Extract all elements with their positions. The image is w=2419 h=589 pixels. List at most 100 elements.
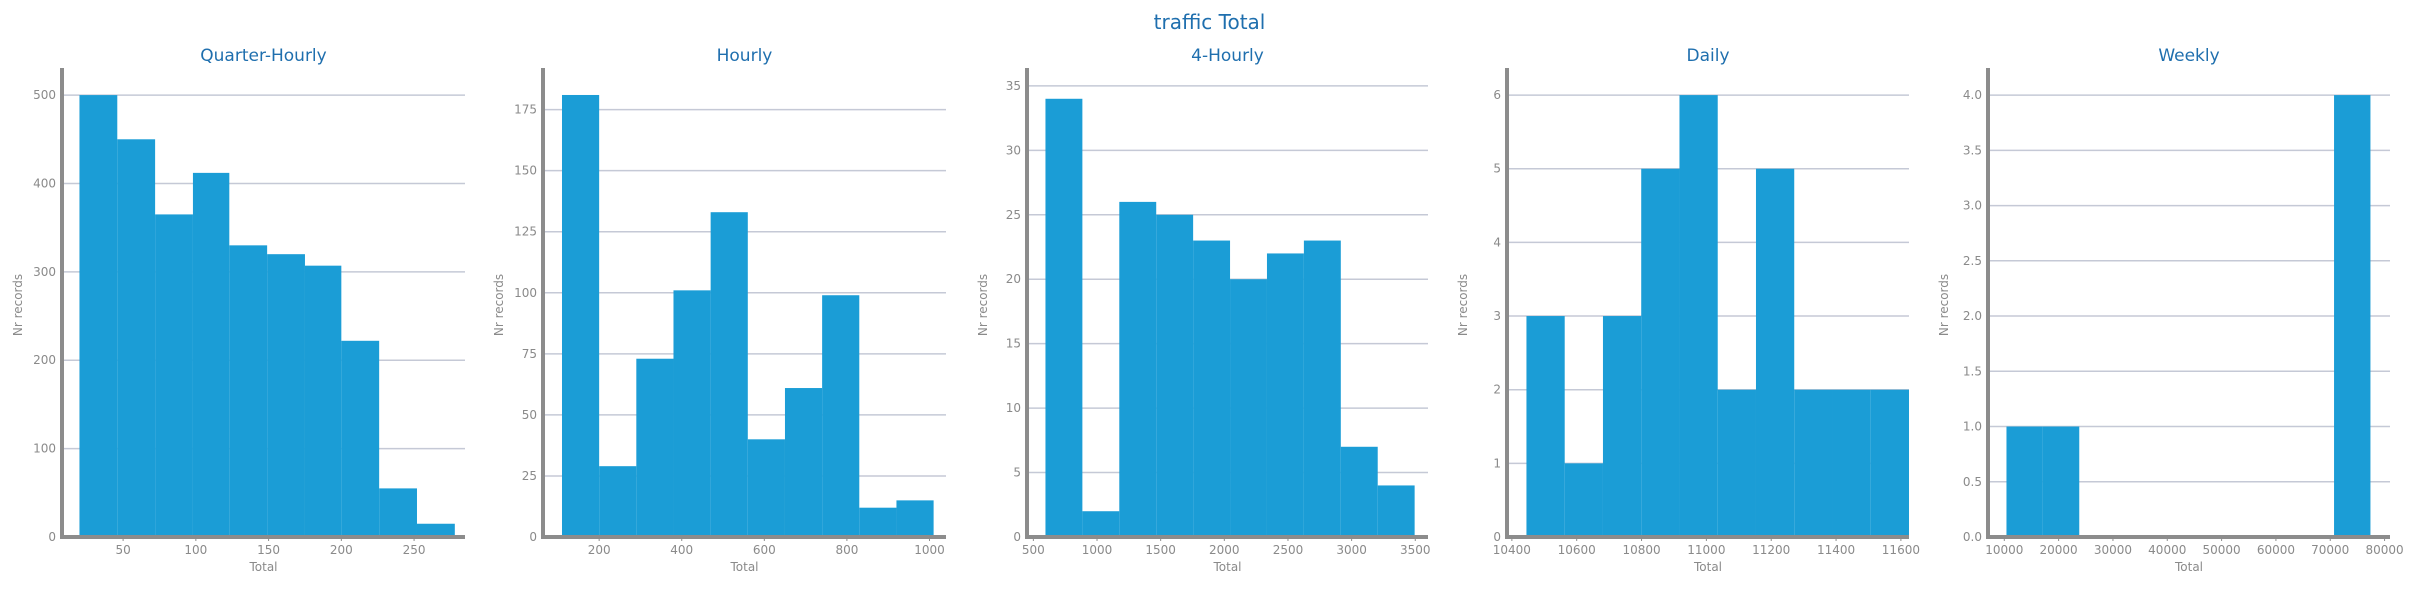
histogram-bar (2006, 426, 2043, 537)
y-tick-label: 300 (33, 265, 56, 279)
subplot-title: Quarter-Hourly (200, 46, 326, 66)
y-tick-label: 3 (1493, 309, 1501, 323)
x-axis-label: Total (248, 560, 277, 574)
x-axis-label: Total (729, 560, 758, 574)
histogram-bar (1230, 279, 1267, 537)
x-tick-label: 2000 (1209, 543, 1240, 557)
y-tick-label: 15 (1006, 337, 1021, 351)
y-tick-label: 175 (514, 103, 537, 117)
y-tick-label: 1.0 (1963, 420, 1982, 434)
histogram-bar (1045, 98, 1083, 538)
histogram-bar (636, 358, 674, 537)
y-tick-label: 4 (1493, 235, 1501, 249)
y-tick-label: 2 (1493, 383, 1501, 397)
figure-title: traffic Total (1153, 10, 1266, 34)
histogram-bar (2042, 426, 2080, 537)
y-tick-label: 25 (1006, 208, 1021, 222)
histogram-bar (859, 507, 897, 537)
x-tick-label: 500 (1022, 543, 1045, 557)
subplot-title: Daily (1686, 46, 1729, 66)
x-tick-label: 50000 (2203, 543, 2241, 557)
y-tick-label: 400 (33, 176, 56, 190)
y-tick-label: 5 (1013, 466, 1021, 480)
histogram-bar (1679, 95, 1718, 537)
y-tick-label: 5 (1493, 162, 1501, 176)
histogram-bar (561, 94, 600, 538)
histogram-bar (1832, 389, 1871, 537)
histogram-bar (192, 172, 230, 537)
y-tick-label: 150 (514, 164, 537, 178)
y-tick-label: 200 (33, 353, 56, 367)
x-tick-label: 60000 (2257, 543, 2295, 557)
subplot-title: Hourly (717, 46, 773, 66)
histogram-bar (673, 290, 711, 537)
y-tick-label: 0 (1013, 530, 1021, 544)
x-tick-label: 11400 (1817, 543, 1855, 557)
x-tick-label: 3500 (1400, 543, 1431, 557)
x-tick-label: 200 (588, 543, 611, 557)
y-tick-label: 25 (522, 469, 537, 483)
chart-panel-4: 0 1 2 3 4 5 6 10400 10600 10800 11000 11200 11400 116… (1456, 46, 1920, 574)
histogram-bar (599, 466, 637, 537)
y-tick-label: 0 (48, 530, 56, 544)
histogram-bar (896, 500, 934, 537)
histogram-bar (117, 139, 156, 538)
histogram-bar (155, 214, 193, 537)
histogram-bar (1870, 389, 1909, 537)
x-tick-label: 40000 (2148, 543, 2186, 557)
y-tick-label: 0.0 (1963, 530, 1982, 544)
chart-panel-1: 0 100 200 300 400 500 50 100 150 200 250 Quarter-Ho… (11, 46, 465, 574)
x-tick-label: 10600 (1558, 543, 1596, 557)
y-tick-label: 125 (514, 225, 537, 239)
y-tick-label: 100 (514, 286, 537, 300)
x-tick-label: 11200 (1752, 543, 1790, 557)
histogram-bar (822, 295, 860, 537)
y-tick-label: 0 (1493, 530, 1501, 544)
x-tick-label: 11000 (1687, 543, 1725, 557)
x-axis-label: Total (1693, 560, 1722, 574)
histogram-bar (1156, 214, 1194, 537)
histogram-bar (1266, 253, 1304, 537)
y-tick-label: 35 (1006, 79, 1021, 93)
y-tick-label: 4.0 (1963, 88, 1982, 102)
y-axis-label: Nr records (492, 274, 506, 336)
x-tick-label: 70000 (2311, 543, 2349, 557)
x-tick-label: 200 (330, 543, 353, 557)
histogram-bar (1193, 240, 1231, 538)
x-axis-label: Total (2174, 560, 2203, 574)
histogram-bar (379, 488, 417, 537)
histogram-bar (267, 254, 305, 537)
y-tick-label: 1 (1493, 456, 1501, 470)
x-tick-label: 250 (403, 543, 426, 557)
histogram-bar (1340, 446, 1378, 537)
histogram-bar (341, 340, 380, 537)
x-tick-label: 400 (670, 543, 693, 557)
y-tick-label: 1.5 (1963, 364, 1982, 378)
y-tick-label: 500 (33, 88, 56, 102)
x-tick-label: 800 (835, 543, 858, 557)
y-tick-label: 0 (529, 530, 537, 544)
x-tick-label: 50 (115, 543, 130, 557)
x-tick-label: 600 (753, 543, 776, 557)
y-axis-label: Nr records (11, 274, 25, 336)
chart-panel-3: 0 5 10 15 20 25 30 35 500 1000 1500 2000 2500 3000 350… (976, 46, 1431, 574)
histogram-bar (1377, 485, 1415, 537)
x-tick-label: 150 (257, 543, 280, 557)
histogram-bar (1526, 316, 1565, 537)
histogram-bar (1717, 389, 1756, 537)
y-tick-label: 6 (1493, 88, 1501, 102)
chart-panel-2: 0 25 50 75 100 125 150 175 200 400 600 800 1000 Hourl… (492, 46, 946, 574)
x-tick-label: 10400 (1493, 543, 1531, 557)
subplot-title: Weekly (2158, 46, 2219, 66)
histogram-bar (1641, 168, 1680, 537)
y-tick-label: 100 (33, 442, 56, 456)
histogram-bar (1602, 316, 1642, 537)
x-tick-label: 80000 (2365, 543, 2403, 557)
histogram-bar (747, 439, 785, 537)
subplot-title: 4-Hourly (1191, 46, 1264, 66)
y-tick-label: 50 (522, 408, 537, 422)
y-tick-label: 3.0 (1963, 199, 1982, 213)
y-axis-label: Nr records (1937, 274, 1951, 336)
x-tick-label: 2500 (1273, 543, 1304, 557)
histogram-bar (2334, 95, 2371, 537)
